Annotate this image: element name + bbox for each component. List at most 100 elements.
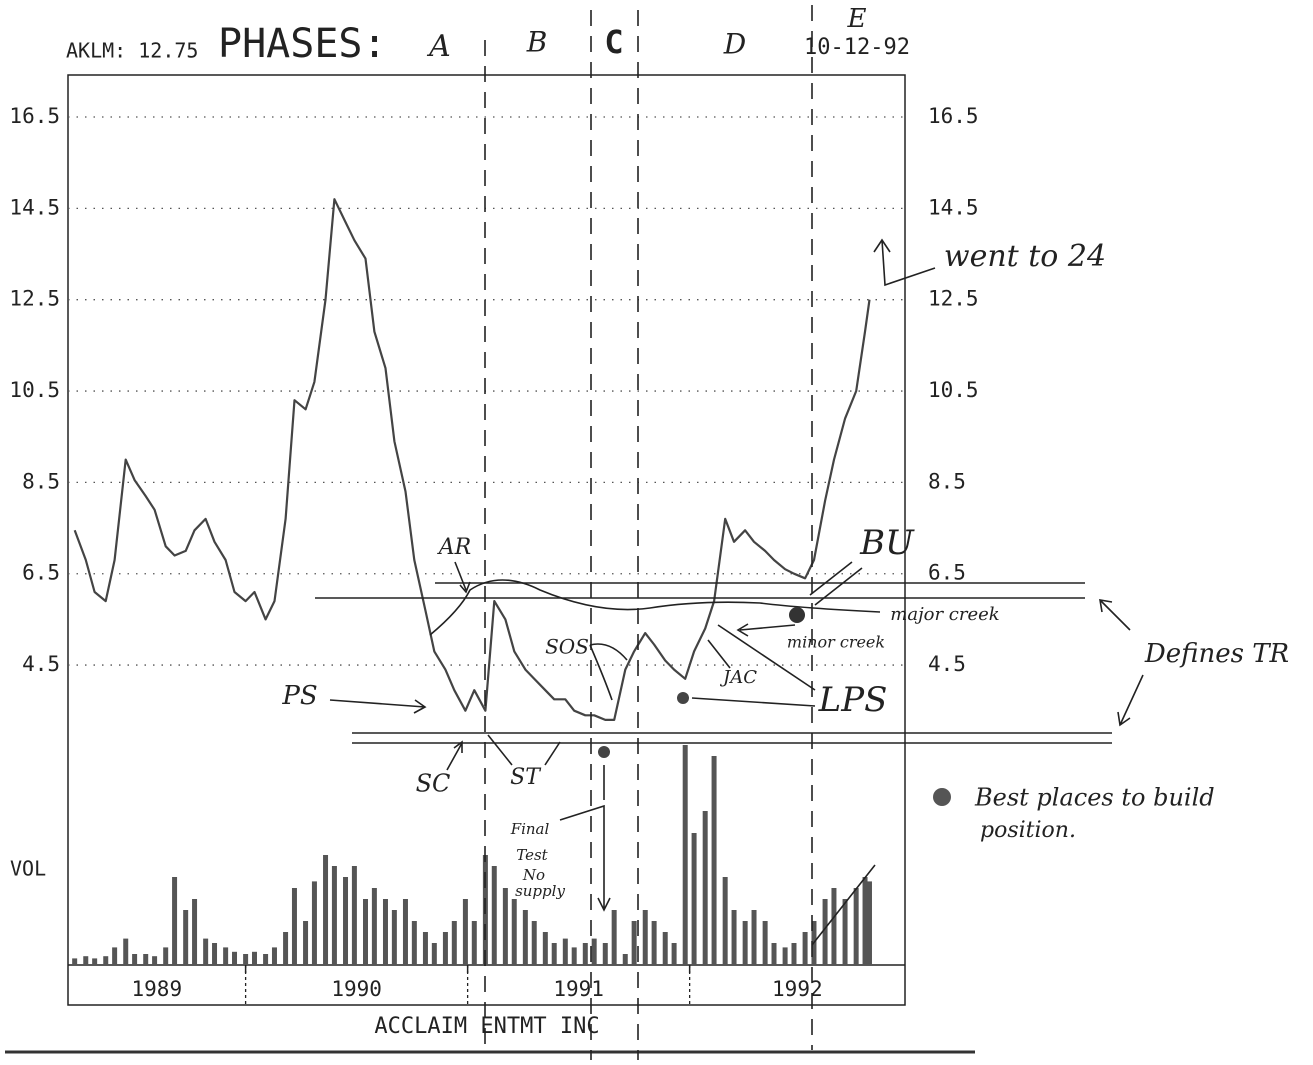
annotation: Test — [516, 846, 548, 864]
volume-bar — [462, 899, 468, 965]
annotation: ST — [510, 765, 542, 790]
arrow — [446, 740, 463, 771]
marks — [72, 198, 872, 965]
y-tick-label: 10.5 — [9, 378, 60, 402]
volume-bar — [771, 943, 777, 965]
volume-bar — [691, 833, 697, 965]
annotation: supply — [515, 882, 565, 900]
volume-bar — [371, 888, 377, 965]
y-tick-label: 8.5 — [22, 469, 60, 493]
volume-bar — [802, 932, 808, 965]
x-tick-label: 1989 — [132, 977, 183, 1001]
volume-bar — [92, 958, 98, 965]
header: AKLM: 12.75 — [66, 39, 198, 63]
volume-bar — [853, 888, 859, 965]
volume-bar — [243, 954, 249, 965]
phase-label: C — [604, 23, 623, 61]
volume-bar — [402, 899, 408, 965]
volume-bar — [682, 745, 688, 965]
volume-bar — [511, 899, 517, 965]
volume-bar — [662, 932, 668, 965]
annotation: LPS — [818, 680, 888, 720]
volume-bar — [143, 954, 149, 965]
volume-bar — [822, 899, 828, 965]
arrow — [329, 699, 427, 714]
arrow — [691, 624, 816, 707]
volume-bar — [291, 888, 297, 965]
volume-bar — [562, 938, 568, 965]
volume-bar — [731, 910, 737, 965]
marker-dot — [789, 607, 805, 623]
volume-bar — [451, 921, 457, 965]
volume-bar — [742, 921, 748, 965]
y-tick-label: 14.5 — [9, 195, 60, 219]
volume-bar — [351, 866, 357, 965]
y-tick-label: 6.5 — [22, 561, 60, 585]
annotation: Best places to build — [974, 784, 1215, 812]
volume-bar — [431, 943, 437, 965]
volume-bar — [602, 943, 608, 965]
marker-dot — [677, 692, 689, 704]
volume-bar — [251, 951, 257, 965]
y-tick-label-right: 8.5 — [928, 469, 966, 493]
volume-bar — [331, 866, 337, 965]
arrow — [487, 734, 561, 766]
phase-date: 10-12-92 — [804, 35, 910, 60]
volume-bar — [631, 921, 637, 965]
annotation: minor creek — [787, 633, 885, 652]
volume-bar — [751, 910, 757, 965]
phase-label: E — [847, 4, 867, 34]
volume-bar — [132, 954, 138, 965]
y-tick-label-right: 10.5 — [928, 378, 979, 402]
volume-bar — [303, 921, 309, 965]
volume-bar — [622, 954, 628, 965]
volume-bar — [192, 899, 198, 965]
volume-bar — [323, 855, 329, 965]
volume-bar — [163, 947, 169, 965]
x-tick-label: 1992 — [772, 977, 823, 1001]
phase-label: A — [426, 29, 451, 64]
volume-bar — [522, 910, 528, 965]
volume-bar — [223, 947, 229, 965]
price-line — [73, 198, 871, 721]
volume-bar — [391, 910, 397, 965]
volume-bar — [442, 932, 448, 965]
arrow — [809, 561, 863, 606]
annotation: Defines TR — [1144, 639, 1289, 669]
annotation: went to 24 — [944, 239, 1106, 274]
phases-title: PHASES: — [218, 21, 387, 67]
volume-bar — [471, 921, 477, 965]
volume-bar — [571, 947, 577, 965]
volume-bar — [363, 899, 369, 965]
volume-bar — [271, 947, 277, 965]
volume-bar — [422, 932, 428, 965]
volume-bar — [183, 910, 189, 965]
volume-bar — [642, 910, 648, 965]
volume-bar — [651, 921, 657, 965]
volume-bar — [671, 943, 677, 965]
volume-bar — [491, 866, 497, 965]
volume-bar — [112, 947, 118, 965]
volume-bar — [591, 938, 597, 965]
volume-bar — [791, 943, 797, 965]
volume-bar — [551, 943, 557, 965]
arrow — [559, 765, 611, 912]
x-tick-label: 1990 — [331, 977, 382, 1001]
annotation: Final — [510, 820, 550, 838]
marker-dot — [598, 746, 610, 758]
x-tick-label: 1991 — [553, 977, 604, 1001]
volume-bar — [722, 877, 728, 965]
plot-frame — [67, 74, 906, 1006]
volume-bar — [72, 958, 78, 965]
volume-bar — [542, 932, 548, 965]
volume-bar — [611, 910, 617, 965]
annotation: major creek — [890, 604, 999, 625]
volume-bar — [711, 756, 717, 965]
volume-bar — [831, 888, 837, 965]
y-tick-label: 16.5 — [9, 104, 60, 128]
arrow — [873, 238, 936, 287]
volume-bar — [311, 881, 317, 965]
volume-bar — [531, 921, 537, 965]
volume-label: VOL — [10, 857, 46, 881]
